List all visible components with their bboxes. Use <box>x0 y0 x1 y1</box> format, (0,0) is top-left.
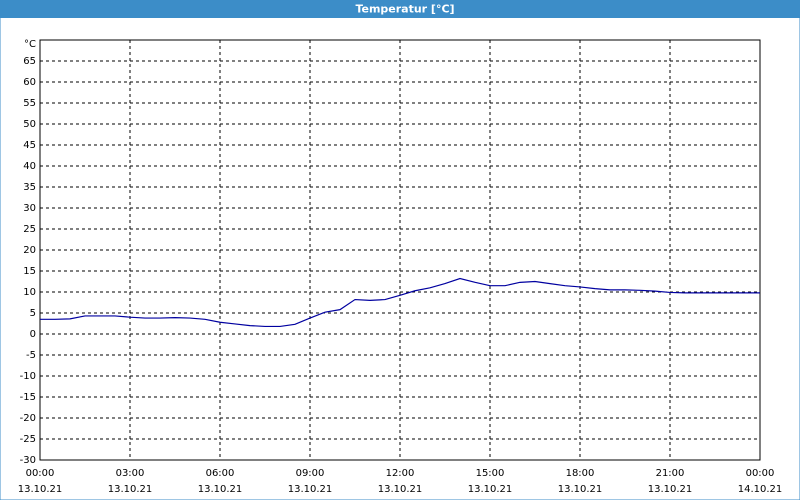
y-tick-label: 60 <box>23 77 36 88</box>
y-tick-label: -15 <box>20 392 36 403</box>
y-tick-label: 25 <box>23 224 36 235</box>
x-tick-date: 13.10.21 <box>378 484 423 495</box>
y-tick-label: -20 <box>20 413 36 424</box>
y-tick-label: -5 <box>26 350 36 361</box>
chart-title: Temperatur [°C] <box>355 3 454 16</box>
y-tick-label: -25 <box>20 434 36 445</box>
x-tick-label: 21:00 <box>656 468 685 479</box>
y-tick-label: 10 <box>23 287 36 298</box>
y-tick-label: 50 <box>23 119 36 130</box>
title-bar <box>0 0 800 18</box>
y-tick-label: 20 <box>23 245 36 256</box>
x-tick-date: 13.10.21 <box>288 484 333 495</box>
x-tick-date: 13.10.21 <box>648 484 693 495</box>
y-tick-label: 35 <box>23 182 36 193</box>
x-tick-label: 12:00 <box>386 468 415 479</box>
y-tick-label: 40 <box>23 161 36 172</box>
x-tick-label: 15:00 <box>476 468 505 479</box>
x-tick-label: 03:00 <box>116 468 145 479</box>
x-tick-date: 13.10.21 <box>108 484 153 495</box>
x-tick-date: 13.10.21 <box>558 484 603 495</box>
x-tick-label: 18:00 <box>566 468 595 479</box>
y-tick-label: 65 <box>23 56 36 67</box>
x-tick-date: 13.10.21 <box>18 484 63 495</box>
y-tick-label: -30 <box>20 455 36 466</box>
y-axis-label: °C <box>24 39 36 50</box>
x-tick-label: 06:00 <box>206 468 235 479</box>
x-tick-label: 09:00 <box>296 468 325 479</box>
y-tick-label: 15 <box>23 266 36 277</box>
x-tick-date: 14.10.21 <box>738 484 783 495</box>
y-tick-label: 5 <box>30 308 36 319</box>
x-tick-label: 00:00 <box>746 468 775 479</box>
y-tick-label: 30 <box>23 203 36 214</box>
x-tick-label: 00:00 <box>26 468 55 479</box>
y-tick-label: -10 <box>20 371 36 382</box>
data-line <box>40 277 760 328</box>
y-tick-label: 0 <box>30 329 36 340</box>
x-tick-date: 13.10.21 <box>198 484 243 495</box>
y-tick-label: 45 <box>23 140 36 151</box>
y-tick-label: 55 <box>23 98 36 109</box>
x-tick-date: 13.10.21 <box>468 484 513 495</box>
